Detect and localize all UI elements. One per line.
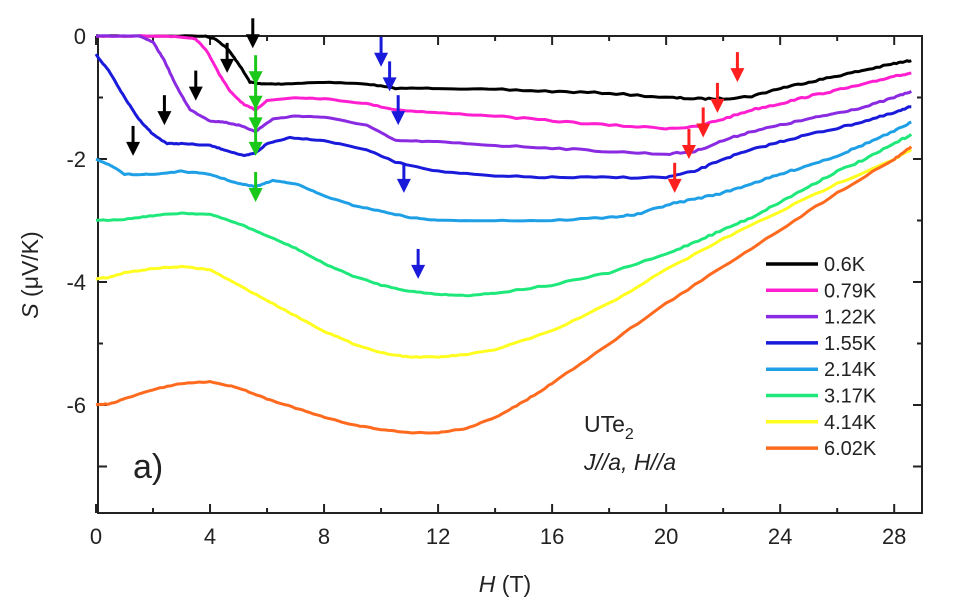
y-axis-title-unit: (μV/K)	[17, 231, 43, 303]
x-axis-title-var: H	[479, 571, 496, 597]
arrows-group	[126, 18, 745, 279]
transition-arrow	[730, 52, 745, 83]
legend-entry: 2.14K	[766, 359, 877, 381]
series-line-3.17K	[95, 133, 913, 298]
legend-label: 0.6K	[824, 254, 866, 276]
panel-label: a)	[133, 448, 163, 486]
transition-arrow	[391, 95, 406, 126]
x-tick-label: 28	[882, 524, 906, 549]
legend-entry: 6.02K	[766, 438, 877, 460]
legend-label: 6.02K	[824, 438, 877, 460]
y-axis-title-var: S	[17, 303, 43, 319]
transition-arrow	[157, 95, 172, 126]
transition-arrow	[411, 248, 426, 279]
legend-label: 0.79K	[824, 280, 877, 302]
transition-arrow	[245, 18, 260, 49]
transition-arrow	[248, 172, 263, 203]
y-tick-label: 0	[74, 24, 86, 49]
plot-frame	[97, 35, 923, 514]
x-axis-title-unit: (T)	[495, 571, 531, 597]
y-tick-label: -2	[66, 147, 86, 172]
transition-arrow	[188, 70, 203, 101]
transition-arrow	[396, 162, 411, 193]
x-tick-label: 20	[654, 524, 678, 549]
y-tick-label: -4	[66, 270, 86, 295]
geometry-label: J//a, H//a	[583, 449, 676, 475]
legend-label: 3.17K	[824, 386, 877, 408]
transition-arrow	[374, 36, 389, 67]
x-tick-label: 16	[540, 524, 564, 549]
y-tick-label: -6	[66, 393, 86, 418]
x-tick-label: 12	[426, 524, 450, 549]
material-label-main: UTe	[584, 411, 625, 437]
y-axis-title: S (μV/K)	[17, 231, 43, 318]
series-line-6.02K	[95, 145, 913, 435]
legend-entry: 3.17K	[766, 386, 877, 408]
legend-entry: 0.6K	[766, 254, 866, 276]
series-line-1.22K	[95, 34, 913, 156]
material-label-sub: 2	[625, 426, 634, 443]
material-label: UTe2	[584, 411, 634, 443]
transition-arrow	[126, 125, 141, 156]
transition-arrow	[382, 61, 397, 92]
x-tick-label: 24	[768, 524, 792, 549]
series-line-4.14K	[95, 148, 913, 359]
legend-entry: 1.55K	[766, 333, 877, 355]
legend-entry: 4.14K	[766, 412, 877, 434]
legend-label: 2.14K	[824, 359, 877, 381]
series-group	[94, 34, 913, 435]
legend: 0.6K 0.79K 1.22K 1.55K 2.14K 3.17K 4.14K 6.02K	[766, 254, 877, 460]
series-line-0.79K	[96, 34, 912, 131]
x-tick-label: 8	[318, 524, 330, 549]
legend-label: 1.22K	[824, 307, 877, 329]
transition-arrow	[696, 107, 711, 138]
legend-label: 1.55K	[824, 333, 877, 355]
series-line-0.6K	[95, 34, 912, 101]
series-line-1.55K	[94, 53, 912, 180]
transition-arrow	[681, 129, 696, 159]
transition-arrow	[248, 101, 263, 132]
legend-label: 4.14K	[824, 412, 877, 434]
axes: 0 4 8 12 16 20 24 28 0 -2 -4 -6	[66, 24, 923, 549]
transition-arrow	[220, 42, 235, 73]
legend-entry: 1.22K	[766, 307, 877, 329]
x-axis-title: H (T)	[479, 571, 531, 597]
transition-arrow	[667, 162, 682, 193]
transition-arrow	[248, 125, 263, 156]
x-tick-label: 4	[204, 524, 216, 549]
x-tick-label: 0	[90, 524, 102, 549]
series-line-2.14K	[95, 120, 912, 223]
transition-arrow	[248, 55, 263, 86]
transition-arrow	[710, 82, 725, 113]
legend-entry: 0.79K	[766, 280, 877, 302]
